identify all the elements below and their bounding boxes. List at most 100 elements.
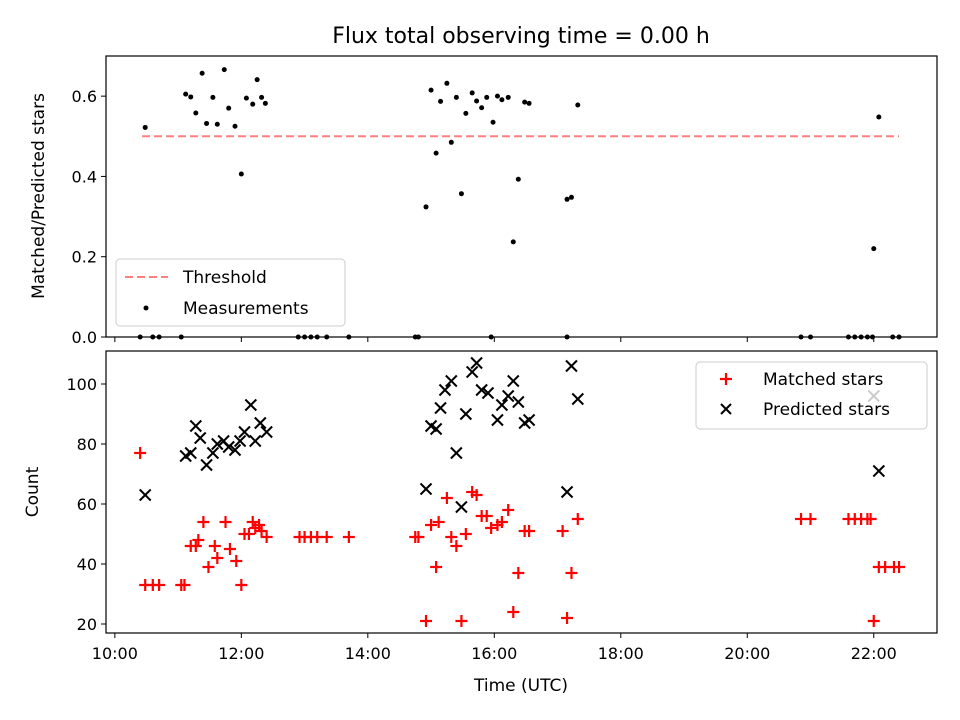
- predicted-star-marker: [233, 434, 247, 448]
- bottom-y-axis: 20 40 60 80 100: [66, 375, 106, 634]
- predicted-star-marker: [211, 437, 224, 451]
- matched-star-marker: [189, 540, 202, 552]
- measurement-point: [568, 194, 574, 200]
- predicted-star-marker: [465, 365, 479, 379]
- predicted-star-marker: [429, 422, 443, 436]
- measurement-point: [188, 94, 194, 100]
- predicted-star-marker: [260, 425, 273, 439]
- top-y-tick-label: 0.2: [72, 248, 97, 267]
- predicted-star-marker: [450, 446, 463, 460]
- predicted-star-marker: [189, 419, 203, 433]
- measurement-point: [479, 105, 485, 111]
- predicted-star-marker: [438, 383, 452, 397]
- matched-star-marker: [512, 567, 525, 579]
- predicted-star-marker: [571, 392, 584, 406]
- measurement-point: [575, 102, 581, 108]
- predicted-star-marker: [522, 413, 536, 427]
- bottom-legend-box: [695, 361, 928, 430]
- measurement-point: [876, 114, 882, 120]
- measurement-point: [526, 100, 532, 106]
- matched-star-marker: [495, 516, 508, 528]
- measurement-point: [243, 95, 249, 101]
- top-y-axis-label: Matched/Predicted stars: [29, 93, 49, 299]
- matched-star-marker: [412, 531, 425, 543]
- matched-star-marker: [178, 579, 191, 591]
- matched-star-marker: [571, 513, 584, 525]
- matched-star-marker: [208, 540, 221, 552]
- predicted-star-marker: [222, 440, 235, 454]
- predicted-star-marker: [445, 374, 458, 388]
- predicted-star-marker: [200, 458, 213, 472]
- predicted-star-marker: [238, 425, 251, 439]
- matched-legend-swatch: [720, 373, 732, 385]
- top-legend: Threshold Measurements: [115, 258, 346, 327]
- predicted-star-marker: [419, 482, 433, 496]
- matched-star-marker: [342, 531, 355, 543]
- top-y-tick-label: 0.4: [72, 167, 97, 186]
- top-y-tick-label: 0.6: [72, 87, 97, 106]
- predicted-star-marker: [254, 416, 267, 430]
- measurement-point: [474, 98, 480, 104]
- measurement-point: [499, 97, 505, 103]
- measurement-point: [423, 204, 429, 210]
- matched-star-marker: [235, 579, 248, 591]
- matched-star-marker: [561, 612, 574, 624]
- bottom-x-axis: 10:00 12:00 14:00 16:00 18:00 20:00 22:00: [92, 633, 897, 663]
- matched-star-marker: [445, 531, 458, 543]
- matched-star-marker: [507, 606, 520, 618]
- measurement-point: [254, 77, 260, 83]
- measurement-point: [204, 120, 210, 126]
- bottom-y-tick-label: 20: [77, 615, 97, 634]
- measurement-point: [142, 124, 148, 130]
- top-y-tick-label: 0.0: [72, 328, 97, 347]
- measurement-point: [490, 119, 496, 125]
- predicted-star-marker: [491, 413, 504, 427]
- matched-star-marker: [565, 567, 578, 579]
- bottom-legend: Matched stars Predicted stars: [695, 361, 928, 430]
- measurement-point: [448, 139, 454, 145]
- matched-star-marker: [864, 513, 877, 525]
- matched-star-marker: [197, 516, 210, 528]
- bottom-axes-frame: [105, 350, 938, 634]
- predicted-star-marker: [139, 488, 152, 502]
- bottom-panel: 20 40 60 80 100 10:00 12:00 14:00 16:00 18:00 20:…: [23, 350, 938, 696]
- matched-star-marker: [440, 492, 453, 504]
- matched-star-marker: [253, 519, 266, 531]
- measurement-point: [438, 98, 444, 104]
- x-tick-label: 12:00: [218, 644, 264, 663]
- predicted-star-marker: [434, 401, 447, 415]
- top-legend-box: [115, 258, 346, 327]
- measurement-point: [444, 80, 450, 86]
- measurement-point: [469, 90, 475, 96]
- measurement-point: [221, 67, 227, 73]
- matched-star-marker: [867, 615, 880, 627]
- predicted-star-marker: [206, 446, 220, 460]
- predicted-star-marker: [560, 485, 574, 499]
- predicted-star-marker: [481, 386, 495, 400]
- measurement-point: [453, 94, 459, 100]
- predicted-star-marker: [475, 383, 488, 397]
- measurement-point: [515, 176, 521, 182]
- measurement-point: [183, 91, 189, 97]
- matched-star-marker: [134, 447, 147, 459]
- measurement-point: [564, 196, 570, 202]
- matched-star-marker: [432, 516, 445, 528]
- measurement-point: [210, 94, 216, 100]
- matched-legend-label: Matched stars: [763, 370, 883, 390]
- predicted-star-marker: [194, 431, 207, 445]
- matched-star-marker: [470, 489, 483, 501]
- bottom-y-tick-label: 40: [77, 555, 97, 574]
- top-panel: Flux total observing time = 0.00 h 0.00.…: [29, 24, 938, 347]
- predicted-star-marker: [470, 356, 483, 370]
- measurement-point: [463, 110, 469, 116]
- matched-star-marker: [485, 522, 498, 534]
- measurement-point: [250, 101, 256, 107]
- measurement-point: [214, 121, 220, 127]
- predicted-star-marker: [249, 434, 262, 448]
- predicted-star-marker: [184, 446, 197, 460]
- x-tick-label: 20:00: [724, 644, 770, 663]
- predicted-star-marker: [872, 464, 886, 478]
- predicted-star-marker: [459, 407, 473, 421]
- matched-star-marker: [202, 561, 215, 573]
